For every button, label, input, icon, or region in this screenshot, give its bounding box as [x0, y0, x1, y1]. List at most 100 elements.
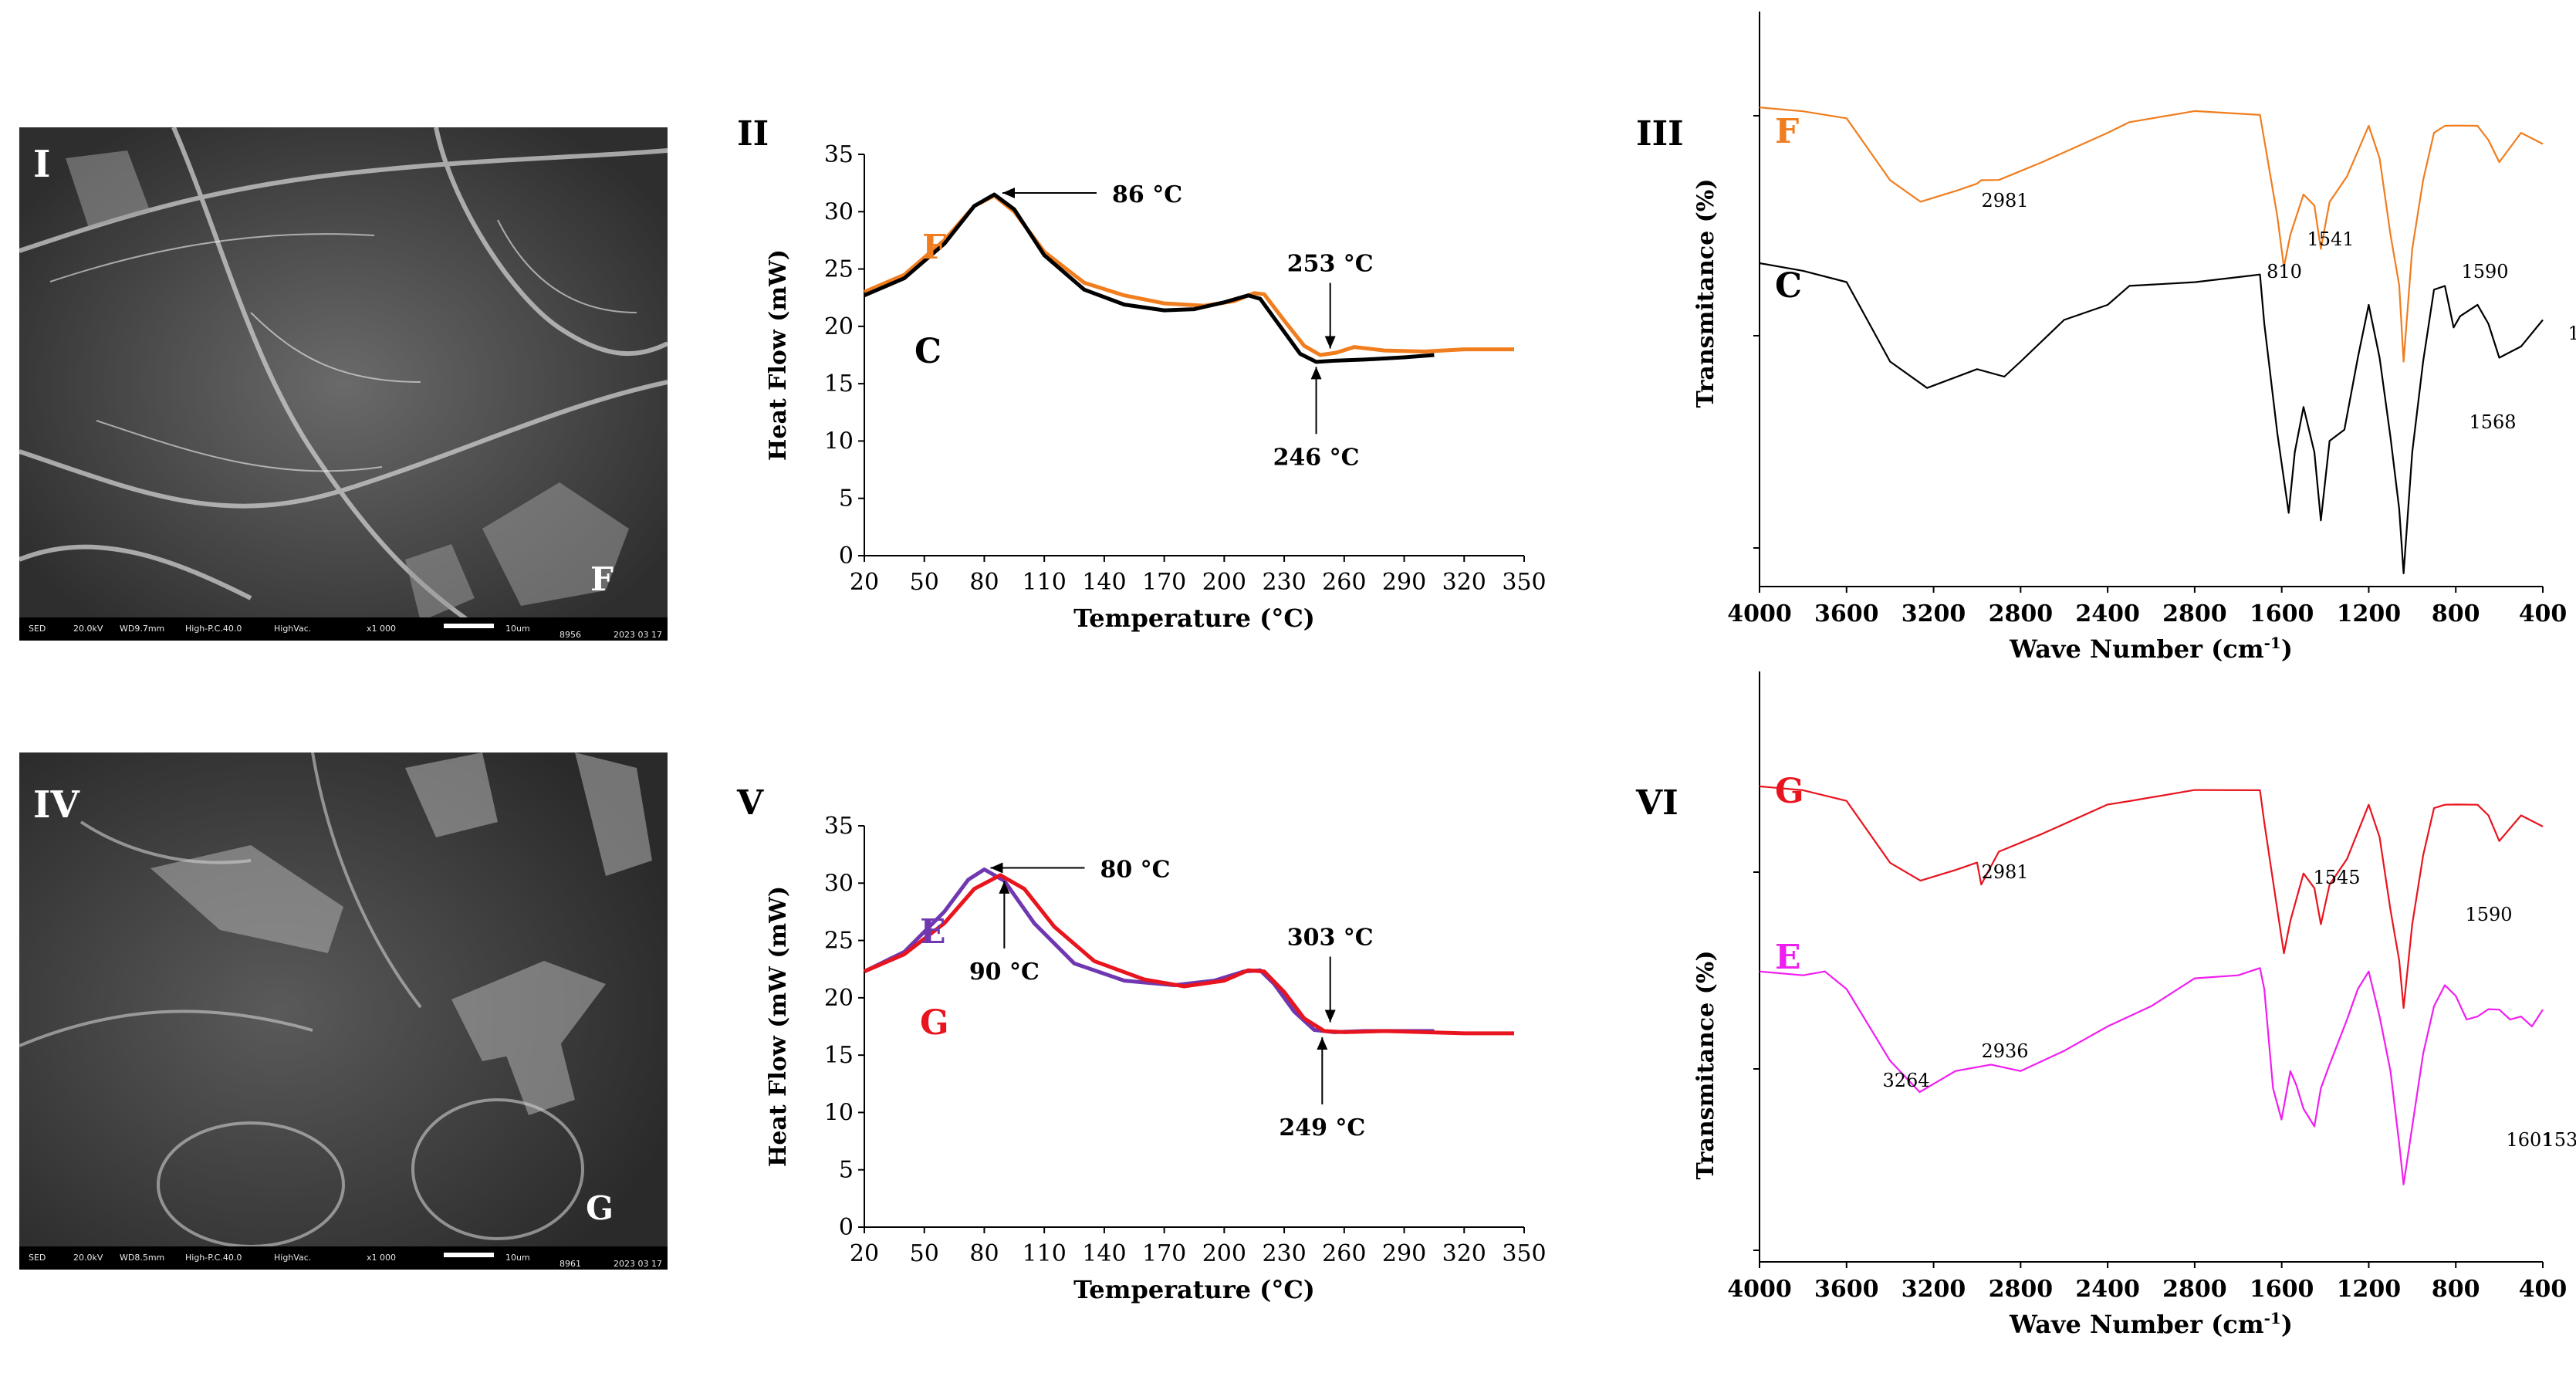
annotation-arrow-head	[1324, 1009, 1336, 1023]
spectrum-line-g	[1759, 785, 2544, 1009]
y-tick-label: 10	[824, 428, 854, 455]
annotation-label: 90 °C	[969, 959, 1040, 986]
sem-image-f: I F SED 20.0kV WD9.7mm High-P.C.40.0 Hig…	[19, 127, 668, 641]
sem-micrograph-f	[19, 127, 668, 641]
x-tick-label: 3200	[1902, 1276, 1966, 1303]
x-axis-title: Temperature (°C)	[1073, 1275, 1315, 1304]
dsc-chart-f-c: 0 5 10 15 20 25 30 35 20 50 80 110 140 170 200 230 260 29…	[765, 141, 1547, 633]
x-tick-label: 800	[2432, 600, 2480, 627]
sem-info-bar: SED 20.0kV WD8.5mm High-P.C.40.0 HighVac…	[19, 1246, 668, 1270]
y-tick-label: 0	[839, 1214, 854, 1241]
y-axis-title: Heat Flow (mW)	[765, 249, 792, 461]
x-tick-label: 140	[1082, 1240, 1126, 1267]
y-tick-label: 10	[824, 1099, 854, 1126]
x-tick-label: 1600	[2250, 600, 2314, 627]
spectrum-line-f	[1759, 107, 2544, 363]
y-tick-label: 25	[824, 256, 854, 283]
x-tick-label: 170	[1142, 1240, 1186, 1267]
x-tick-label: 800	[2432, 1276, 2480, 1303]
x-tick-label: 140	[1082, 569, 1126, 596]
x-tick-label: 110	[1023, 1240, 1067, 1267]
x-axis-title: Temperature (°C)	[1073, 604, 1315, 633]
x-axis-title: Wave Number (cm-1)	[2009, 1309, 2293, 1339]
series-line-c	[864, 192, 1435, 364]
x-tick-label: 170	[1142, 569, 1186, 596]
scale-bar	[444, 1253, 494, 1257]
x-tick-label: 2800	[1989, 600, 2054, 627]
sem-sample-label: F	[590, 560, 614, 598]
x-tick-label: 230	[1262, 569, 1306, 596]
panel-label-ii: II	[737, 114, 769, 154]
x-tick-label: 2400	[2075, 600, 2140, 627]
y-tick-label: 35	[824, 141, 854, 168]
peak-label: 2981	[1981, 190, 2028, 211]
series-label-f: F	[922, 228, 946, 267]
peak-label: 1312	[2568, 323, 2576, 344]
x-tick-label: 80	[969, 569, 999, 596]
x-tick-label: 80	[969, 1240, 999, 1267]
x-tick-label: 350	[1502, 569, 1546, 596]
peak-label: 1590	[2465, 904, 2512, 925]
annotation-label: 253 °C	[1287, 250, 1374, 277]
annotation-label: 249 °C	[1279, 1114, 1365, 1141]
dsc-chart-e-g: 0 5 10 15 20 25 30 35 20 50 80 110 140 170 200 230 260 29…	[765, 813, 1547, 1304]
x-tick-label: 260	[1322, 1240, 1366, 1267]
x-tick-label: 290	[1382, 569, 1426, 596]
x-tick-label: 200	[1202, 1240, 1246, 1267]
annotation-label: 80 °C	[1100, 856, 1170, 883]
x-tick-label: 2800	[1989, 1276, 2054, 1303]
sem-panel-label: I	[33, 143, 51, 186]
x-tick-label: 1600	[2250, 1276, 2314, 1303]
x-axis-title: Wave Number (cm-1)	[2009, 634, 2293, 664]
x-tick-label: 290	[1382, 1240, 1426, 1267]
panel-label-vi: VI	[1636, 783, 1678, 823]
x-tick-label: 350	[1502, 1240, 1546, 1267]
ftir-chart-g-e: 4000 3600 3200 2800 2400 2800 1600 1200 800 400 Wa…	[1692, 671, 2576, 1339]
y-tick-label: 20	[824, 985, 854, 1012]
y-tick-label: 15	[824, 370, 854, 397]
x-tick-label: 4000	[1727, 600, 1792, 627]
x-tick-label: 4000	[1727, 1276, 1792, 1303]
x-tick-label: 1200	[2337, 600, 2402, 627]
x-tick-label: 400	[2519, 600, 2568, 627]
x-tick-label: 50	[910, 569, 939, 596]
y-tick-label: 30	[824, 198, 854, 225]
y-axis-title: Heat Flow (mW (mW)	[765, 886, 792, 1167]
sem-micrograph-g	[19, 752, 668, 1270]
x-tick-label: 20	[850, 569, 879, 596]
sem-info-bar: SED 20.0kV WD9.7mm High-P.C.40.0 HighVac…	[19, 617, 668, 641]
x-tick-label: 2800	[2162, 1276, 2227, 1303]
annotation-arrow-head	[1324, 336, 1336, 349]
peak-label: 2981	[1981, 861, 2028, 883]
series-label-g: G	[1775, 772, 1804, 811]
sem-panel-label: IV	[33, 783, 79, 827]
x-tick-label: 260	[1322, 569, 1366, 596]
x-tick-label: 110	[1023, 569, 1067, 596]
y-tick-label: 5	[839, 485, 854, 512]
annotation-arrow-head	[1002, 188, 1015, 198]
y-tick-label: 25	[824, 928, 854, 955]
scale-bar	[444, 624, 494, 628]
annotation-label: 246 °C	[1273, 444, 1360, 471]
annotation-arrow-head	[999, 881, 1010, 894]
peak-label: 1541	[2307, 228, 2354, 250]
annotation-label: 303 °C	[1287, 924, 1374, 951]
panel-label-iii: III	[1636, 114, 1684, 154]
y-tick-label: 15	[824, 1042, 854, 1069]
peak-label: 1590	[2461, 261, 2508, 282]
peak-label: 1533	[2542, 1129, 2576, 1151]
y-tick-label: 30	[824, 870, 854, 897]
x-tick-label: 2400	[2075, 1276, 2140, 1303]
spectrum-line-c	[1759, 262, 2544, 574]
x-tick-label: 3600	[1814, 600, 1879, 627]
series-label-e: E	[1775, 938, 1801, 977]
annotation-arrow-head	[1317, 1037, 1328, 1050]
panel-label-v: V	[737, 783, 764, 823]
x-tick-label: 1200	[2337, 1276, 2402, 1303]
x-tick-label: 400	[2519, 1276, 2568, 1303]
x-tick-label: 3600	[1814, 1276, 1879, 1303]
y-tick-label: 20	[824, 313, 854, 340]
x-tick-label: 50	[910, 1240, 939, 1267]
series-label-c: C	[1775, 266, 1802, 306]
x-tick-label: 200	[1202, 569, 1246, 596]
